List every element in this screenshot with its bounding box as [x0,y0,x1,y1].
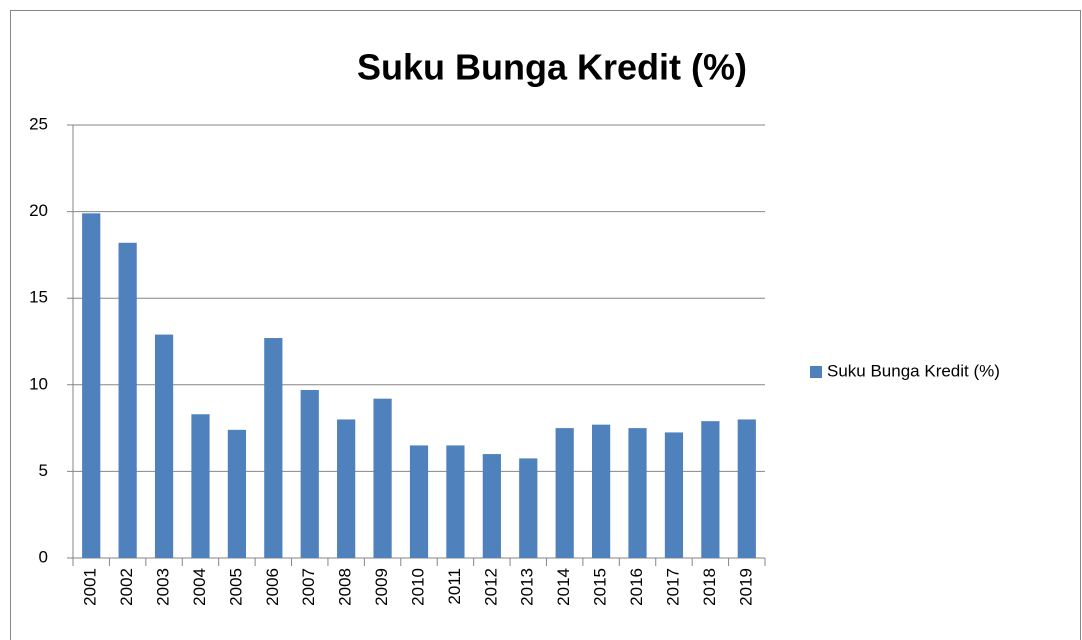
x-tick-label: 2016 [627,568,646,606]
bar [555,428,574,558]
legend-label: Suku Bunga Kredit (%) [827,361,1000,380]
x-tick-label: 2018 [700,568,719,606]
bar [300,389,319,558]
y-tick-label: 20 [29,201,48,220]
x-tick-label: 2013 [518,568,537,606]
x-tick-label: 2006 [263,568,282,606]
y-tick-label: 5 [39,461,48,480]
x-tick-label: 2012 [481,568,500,606]
bar [592,424,611,558]
y-tick-label: 15 [29,288,48,307]
x-tick-label: 2004 [190,568,209,606]
x-tick-label: 2010 [408,568,427,606]
bar [373,398,392,558]
x-tick-label: 2019 [736,568,755,606]
bar [154,334,174,558]
bar [227,429,246,558]
bar [191,414,210,558]
x-tick-label: 2002 [117,568,136,606]
legend-swatch [810,366,822,378]
chart-title: Suku Bunga Kredit (%) [357,47,747,88]
bar [409,445,429,558]
x-tick-label: 2011 [445,568,464,605]
bar [519,458,538,558]
bar [118,242,137,558]
bar [701,421,720,558]
chart-border [10,10,1081,640]
x-tick-label: 2003 [154,568,173,606]
bar [264,338,283,558]
x-tick-label: 2009 [372,568,391,606]
x-tick-label: 2017 [663,568,682,606]
x-tick-label: 2001 [81,568,100,606]
y-tick-label: 25 [29,114,48,133]
y-tick-label: 0 [39,547,48,566]
bar [446,445,465,558]
x-tick-label: 2015 [591,568,610,606]
bar [628,428,647,558]
x-tick-label: 2014 [554,568,573,606]
x-tick-label: 2008 [336,568,355,606]
x-tick-label: 2005 [226,568,245,606]
bar [664,432,684,558]
bar [337,419,356,558]
x-tick-label: 2007 [299,568,318,606]
bar [737,419,756,558]
bar [482,454,501,558]
bar [82,213,101,558]
y-tick-label: 10 [29,374,48,393]
